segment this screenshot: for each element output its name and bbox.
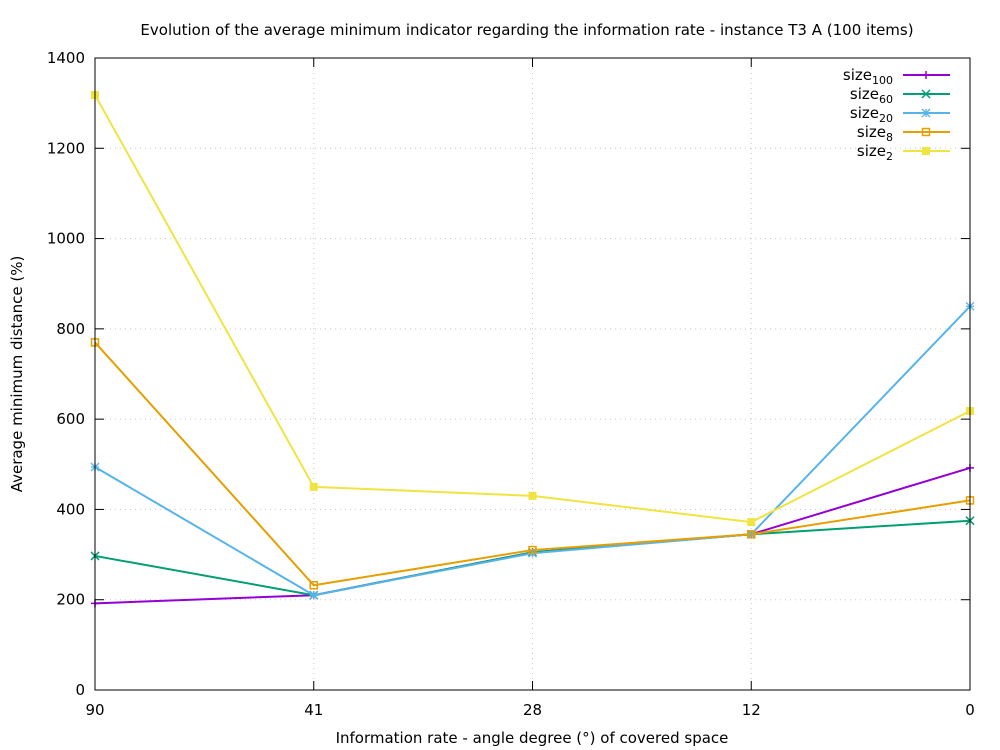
- y-tick-label: 1000: [47, 230, 85, 248]
- data-point: [528, 491, 537, 500]
- data-point: [309, 590, 319, 600]
- legend-label: size: [850, 104, 879, 122]
- data-point: [747, 518, 756, 527]
- y-tick-label: 400: [56, 500, 85, 518]
- grid-lines: [95, 58, 970, 690]
- legend-label-subscript: 20: [879, 112, 893, 125]
- y-tick-label: 800: [56, 320, 85, 338]
- data-point: [309, 482, 318, 491]
- legend-label: size: [857, 123, 886, 141]
- chart-title: Evolution of the average minimum indicat…: [140, 21, 913, 39]
- x-tick-label: 41: [304, 701, 323, 719]
- legend-label-subscript: 2: [886, 150, 893, 163]
- x-tick-label: 90: [85, 701, 104, 719]
- legend-label: size: [843, 66, 872, 84]
- series-layer: [90, 91, 975, 608]
- legend-item: size 8: [857, 123, 950, 144]
- series-size20: [90, 301, 975, 600]
- data-point: [309, 581, 318, 590]
- legend-label: size: [850, 85, 879, 103]
- legend-item: size 60: [850, 85, 950, 106]
- x-axis-label: Information rate - angle degree (°) of c…: [336, 729, 729, 747]
- series-line: [94, 519, 971, 597]
- data-point: [747, 530, 756, 539]
- legend-item: size 100: [843, 66, 950, 87]
- series-line: [94, 341, 971, 587]
- y-axis-label: Average minimum distance (%): [8, 256, 26, 493]
- data-point: [921, 89, 931, 99]
- x-tick-label: 12: [742, 701, 761, 719]
- data-point: [922, 147, 930, 155]
- y-tick-label: 200: [56, 591, 85, 609]
- data-point: [922, 71, 930, 79]
- y-tick-label: 1400: [47, 49, 85, 67]
- y-tick-label: 1200: [47, 139, 85, 157]
- legend-label: size: [857, 142, 886, 160]
- legend-item: size 2: [857, 142, 950, 163]
- data-point: [921, 127, 931, 137]
- y-tick-label: 600: [56, 410, 85, 428]
- y-tick-label: 0: [75, 681, 85, 699]
- legend-label-subscript: 100: [872, 74, 893, 87]
- x-tick-label: 28: [523, 701, 542, 719]
- data-point: [921, 108, 931, 118]
- data-point: [528, 545, 537, 555]
- series-size60: [90, 516, 975, 600]
- x-tick-label: 0: [965, 701, 975, 719]
- legend-label-subscript: 60: [879, 93, 893, 106]
- legend-item: size 20: [850, 104, 950, 125]
- legend-label-subscript: 8: [886, 131, 893, 144]
